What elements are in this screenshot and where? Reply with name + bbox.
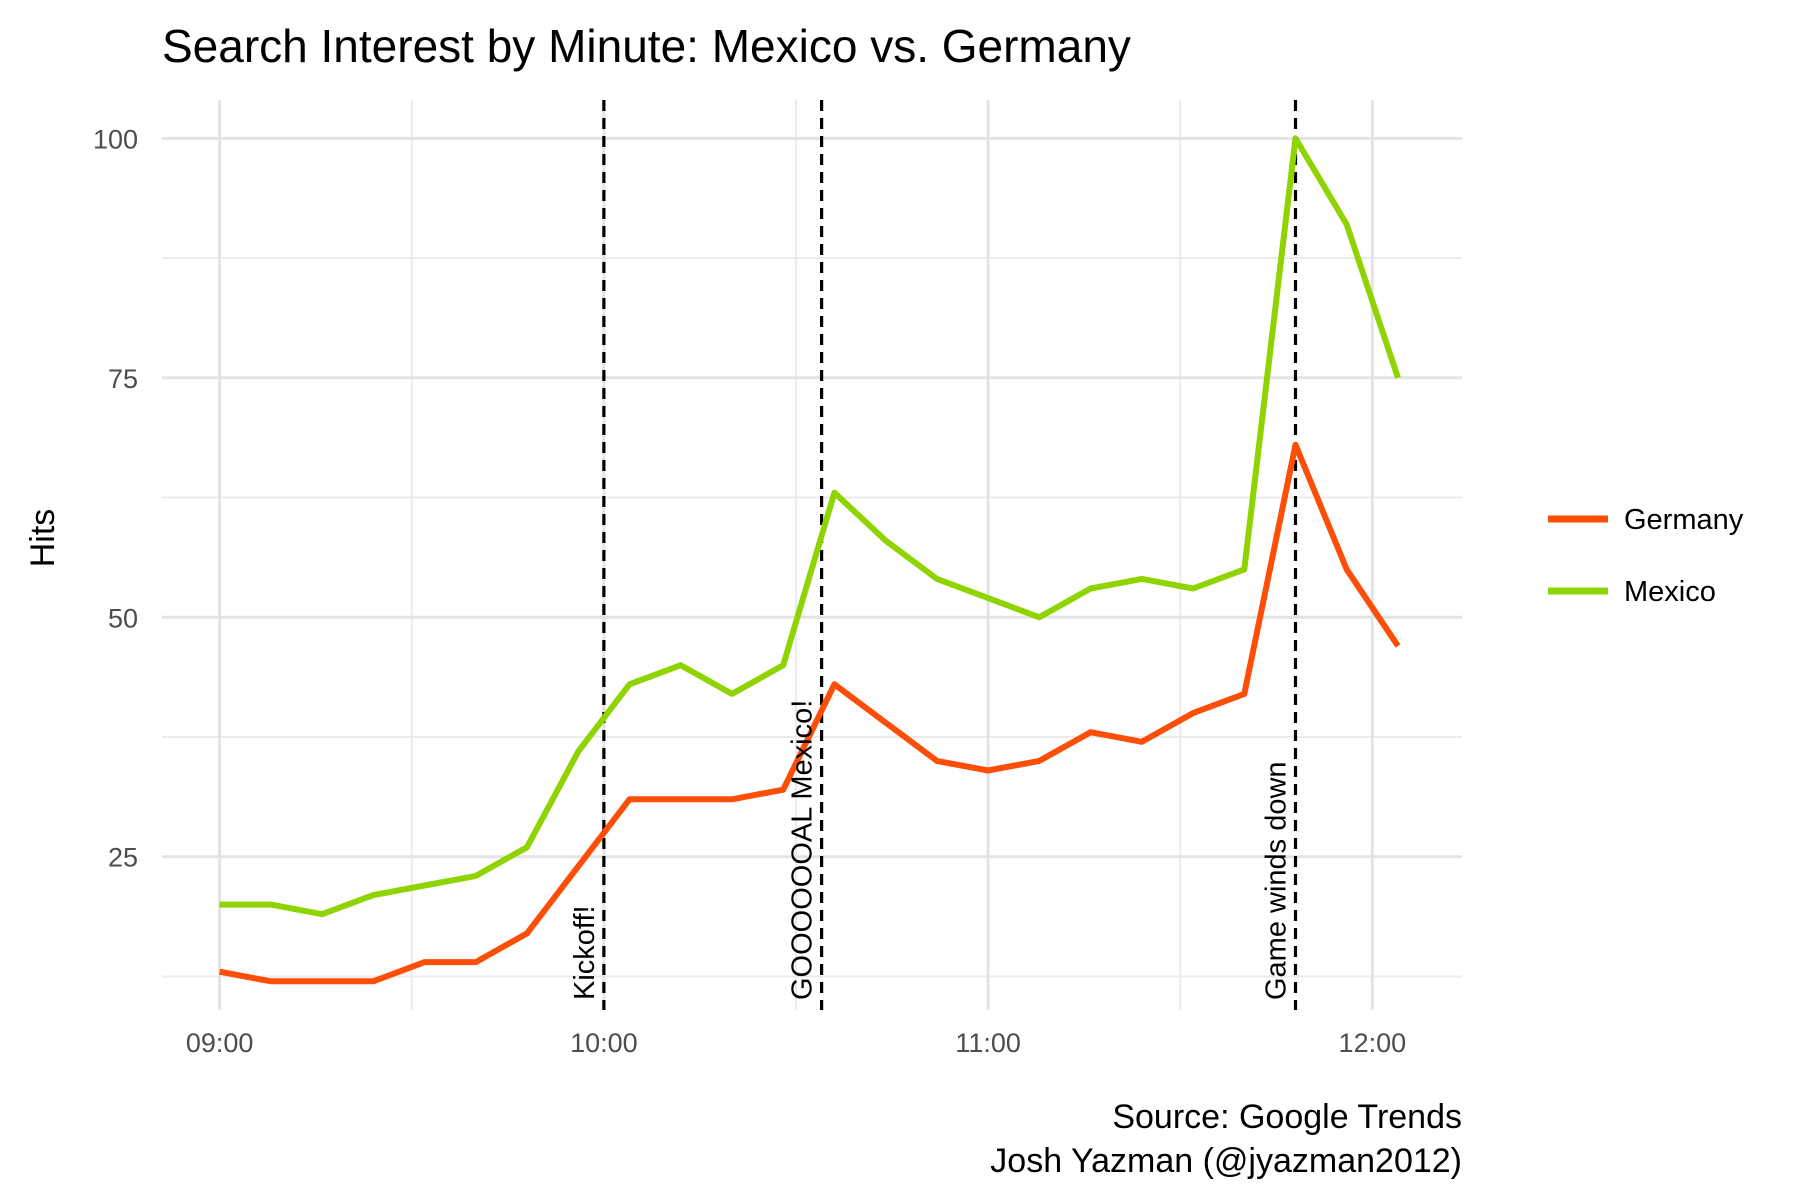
caption-source: Source: Google Trends <box>1112 1098 1462 1136</box>
annotation-label: Game winds down <box>1260 761 1292 1000</box>
x-tick-label: 09:00 <box>186 1028 254 1058</box>
annotation-label: Kickoff! <box>569 905 601 1000</box>
annotation-label-group: Kickoff! <box>569 905 601 1000</box>
chart-title: Search Interest by Minute: Mexico vs. Ge… <box>162 20 1131 72</box>
series-line-germany <box>219 441 1401 985</box>
y-tick-label: 100 <box>93 124 138 154</box>
legend-label-germany: Germany <box>1624 504 1744 536</box>
annotation-label-group: Game winds down <box>1260 761 1292 1000</box>
y-tick-label: 25 <box>108 843 138 873</box>
tick-labels: 25 50 75 100 09:00 10:00 11:00 12:00 <box>93 124 1406 1058</box>
annotation-label-group: GOOOOOOAL Mexico! <box>787 700 819 1000</box>
x-tick-label: 11:00 <box>955 1028 1021 1058</box>
y-tick-label: 50 <box>108 603 138 633</box>
annotation-lines <box>602 100 1298 1010</box>
y-tick-label: 75 <box>108 364 138 394</box>
legend: Germany Mexico <box>1548 504 1744 608</box>
caption-author: Josh Yazman (@jyazman2012) <box>990 1142 1462 1180</box>
series-line-mexico <box>219 135 1401 918</box>
x-tick-label: 10:00 <box>570 1028 638 1058</box>
y-axis-title: Hits <box>24 509 62 568</box>
annotation-labels: Kickoff! GOOOOOOAL Mexico! Game winds down <box>569 700 1293 1000</box>
annotation-label: GOOOOOOAL Mexico! <box>787 700 819 1000</box>
x-tick-label: 12:00 <box>1339 1028 1407 1058</box>
legend-label-mexico: Mexico <box>1624 576 1716 608</box>
series-lines <box>219 135 1401 985</box>
